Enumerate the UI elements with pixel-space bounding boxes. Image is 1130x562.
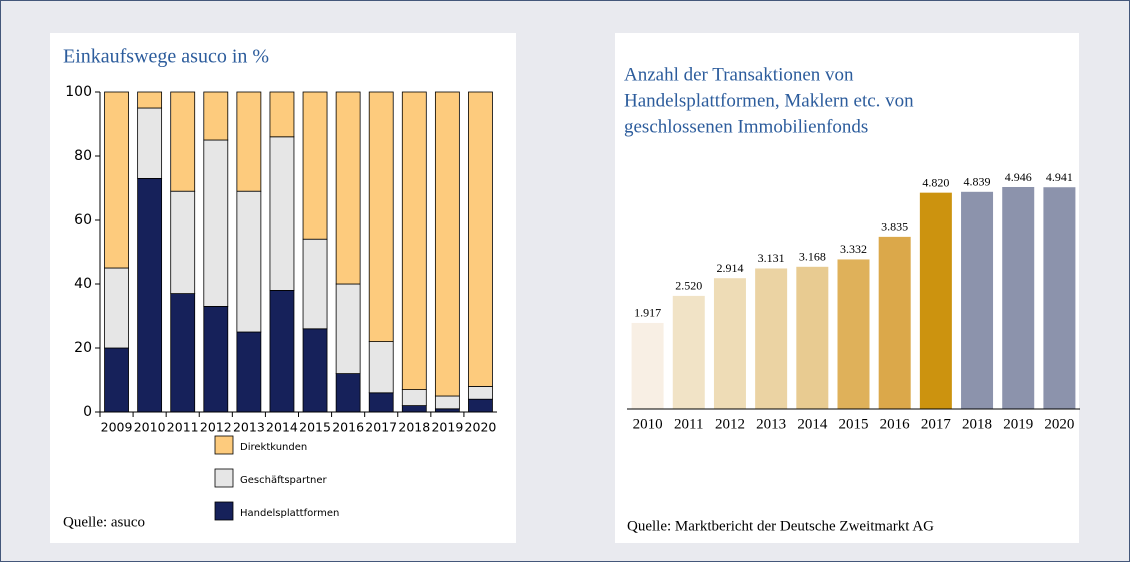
x-tick-label: 2015 bbox=[299, 420, 331, 435]
bar-segment bbox=[170, 293, 196, 413]
legend-label: Direktkunden bbox=[240, 442, 307, 453]
x-tick-label: 2011 bbox=[167, 420, 199, 435]
bar-segment bbox=[302, 238, 328, 330]
x-tick-label: 2010 bbox=[633, 416, 663, 432]
y-tick-label: 100 bbox=[65, 84, 92, 100]
bar bbox=[919, 192, 952, 409]
bar-segment bbox=[236, 91, 262, 192]
x-tick-label: 2016 bbox=[332, 420, 364, 435]
bar-segment bbox=[468, 385, 493, 400]
x-tick-label: 2016 bbox=[880, 416, 911, 432]
x-tick-label: 2013 bbox=[233, 420, 265, 435]
bar-segment bbox=[104, 347, 129, 413]
value-label: 3.835 bbox=[881, 220, 908, 234]
bar-segment bbox=[302, 328, 328, 413]
bar-segment bbox=[401, 389, 427, 407]
x-tick-label: 2014 bbox=[797, 416, 828, 432]
bar-segment bbox=[236, 331, 262, 413]
y-tick-label: 40 bbox=[74, 276, 92, 292]
y-tick-label: 20 bbox=[74, 340, 92, 356]
bar-segment bbox=[236, 190, 262, 333]
value-label: 2.520 bbox=[675, 279, 702, 293]
bar-segment bbox=[170, 91, 196, 192]
bar-segment bbox=[434, 91, 460, 397]
bar-segment bbox=[269, 91, 295, 138]
x-tick-label: 2020 bbox=[1044, 416, 1074, 432]
bar bbox=[631, 322, 664, 409]
bar-segment bbox=[170, 190, 196, 294]
x-tick-label: 2009 bbox=[101, 420, 133, 435]
chart-title: Einkaufswege asuco in % bbox=[63, 46, 269, 68]
bar-segment bbox=[434, 395, 460, 410]
x-tick-label: 2019 bbox=[431, 420, 463, 435]
value-label: 2.914 bbox=[716, 261, 743, 275]
source: Quelle: Marktbericht der Deutsche Zweitm… bbox=[627, 518, 934, 534]
value-label: 4.839 bbox=[964, 175, 991, 189]
legend-label: Handelsplattformen bbox=[240, 508, 339, 519]
legend-swatch bbox=[214, 468, 234, 488]
bar bbox=[837, 259, 870, 409]
bar bbox=[878, 236, 911, 409]
legend-label: Geschäftspartner bbox=[240, 475, 328, 486]
bar-segment bbox=[368, 392, 394, 413]
bar-segment bbox=[335, 373, 361, 413]
legend-swatch bbox=[214, 501, 234, 521]
x-tick-label: 2011 bbox=[674, 416, 703, 432]
bar bbox=[961, 191, 994, 409]
value-label: 1.917 bbox=[634, 306, 661, 320]
chart-title: Handelsplattformen, Maklern etc. von bbox=[624, 90, 914, 111]
bar-segment bbox=[137, 91, 163, 109]
x-tick-label: 2019 bbox=[1003, 416, 1033, 432]
y-tick-label: 60 bbox=[74, 212, 92, 228]
chart-title: Anzahl der Transaktionen von bbox=[624, 64, 854, 85]
value-label: 3.131 bbox=[758, 251, 785, 265]
value-label: 3.168 bbox=[799, 250, 826, 264]
bar bbox=[1002, 187, 1035, 409]
bar-segment bbox=[368, 91, 394, 343]
bar-segment bbox=[368, 341, 394, 394]
bar bbox=[713, 278, 746, 409]
x-tick-label: 2017 bbox=[921, 416, 952, 432]
value-label: 4.820 bbox=[922, 175, 949, 189]
x-tick-label: 2018 bbox=[962, 416, 992, 432]
x-tick-label: 2018 bbox=[398, 420, 430, 435]
bar-segment bbox=[137, 107, 163, 179]
bar-segment bbox=[468, 398, 493, 413]
x-tick-label: 2015 bbox=[839, 416, 869, 432]
bar-segment bbox=[335, 91, 361, 285]
bar bbox=[672, 295, 705, 409]
bar bbox=[796, 266, 829, 409]
bar-segment bbox=[104, 91, 129, 269]
bar bbox=[1043, 187, 1076, 409]
bar bbox=[755, 268, 788, 409]
bar-segment bbox=[335, 283, 361, 374]
x-tick-label: 2012 bbox=[715, 416, 745, 432]
chart-title: geschlossenen Immobilienfonds bbox=[624, 116, 868, 137]
bar-segment bbox=[104, 267, 129, 349]
bar-segment bbox=[269, 289, 295, 413]
bar-segment bbox=[203, 139, 229, 307]
value-label: 4.941 bbox=[1046, 170, 1073, 184]
y-tick-label: 0 bbox=[83, 404, 92, 420]
bar-segment bbox=[302, 91, 328, 240]
bar-segment bbox=[468, 91, 493, 387]
x-tick-label: 2017 bbox=[365, 420, 397, 435]
x-tick-label: 2010 bbox=[134, 420, 166, 435]
bar-segment bbox=[401, 91, 427, 391]
x-tick-label: 2012 bbox=[200, 420, 232, 435]
bar-segment bbox=[203, 305, 229, 413]
bar-segment bbox=[137, 177, 163, 413]
bar-segment bbox=[269, 136, 295, 291]
x-tick-label: 2014 bbox=[266, 420, 298, 435]
y-tick-label: 80 bbox=[74, 148, 92, 164]
value-label: 4.946 bbox=[1005, 170, 1032, 184]
bar-segment bbox=[203, 91, 229, 141]
value-label: 3.332 bbox=[840, 242, 867, 256]
bar-segment bbox=[401, 405, 427, 413]
legend-swatch bbox=[214, 435, 234, 455]
source: Quelle: asuco bbox=[63, 514, 145, 530]
x-tick-label: 2020 bbox=[465, 420, 497, 435]
x-tick-label: 2013 bbox=[756, 416, 786, 432]
